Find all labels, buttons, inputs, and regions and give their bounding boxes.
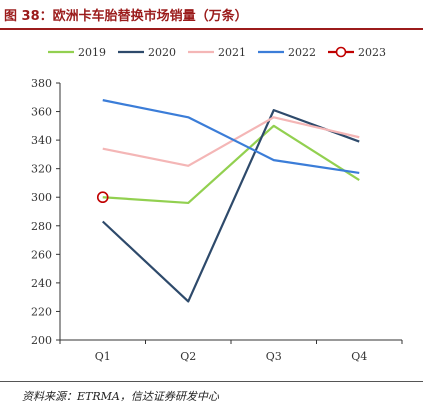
series-line-2019: [102, 124, 360, 205]
legend-label: 2021: [218, 46, 246, 59]
x-tick-label: Q2: [180, 350, 196, 363]
y-tick-label: 280: [31, 220, 52, 233]
source-note: 资料来源：ETRMA，信达证券研发中心: [22, 390, 219, 403]
legend-label: 2019: [78, 46, 106, 59]
y-tick-label: 240: [31, 277, 52, 290]
chart-area: 200 220 240 260 280 300 320 340 360 380 Q1 Q2 Q3 Q4 20…: [0, 30, 423, 380]
legend-marker-2023: [335, 46, 347, 58]
legend-label: 2022: [288, 46, 316, 59]
y-tick-label: 320: [31, 163, 52, 176]
series-line-2022: [102, 99, 360, 175]
series-line-2021: [102, 116, 360, 167]
series-line-2020: [101, 109, 360, 303]
y-tick-label: 220: [31, 305, 52, 318]
y-tick-label: 300: [31, 191, 52, 204]
y-tick-label: 200: [31, 334, 52, 347]
source-bar: 资料来源：ETRMA，信达证券研发中心: [0, 381, 423, 409]
x-tick-label: Q4: [351, 350, 367, 363]
legend-label: 2023: [358, 46, 386, 59]
y-tick-label: 360: [31, 106, 52, 119]
x-tick-label: Q1: [95, 350, 111, 363]
y-tick-label: 340: [31, 134, 52, 147]
figure-title: 图 38：欧洲卡车胎替换市场销量（万条）: [4, 9, 248, 24]
legend-label: 2020: [148, 46, 176, 59]
series-point-2023: [96, 191, 109, 204]
y-tick-label: 260: [31, 248, 52, 261]
line-chart: 200 220 240 260 280 300 320 340 360 380 Q1 Q2 Q3 Q4 20…: [31, 46, 403, 363]
x-tick-label: Q3: [266, 350, 282, 363]
y-tick-label: 380: [31, 77, 52, 90]
figure-title-bar: 图 38：欧洲卡车胎替换市场销量（万条）: [0, 0, 423, 30]
